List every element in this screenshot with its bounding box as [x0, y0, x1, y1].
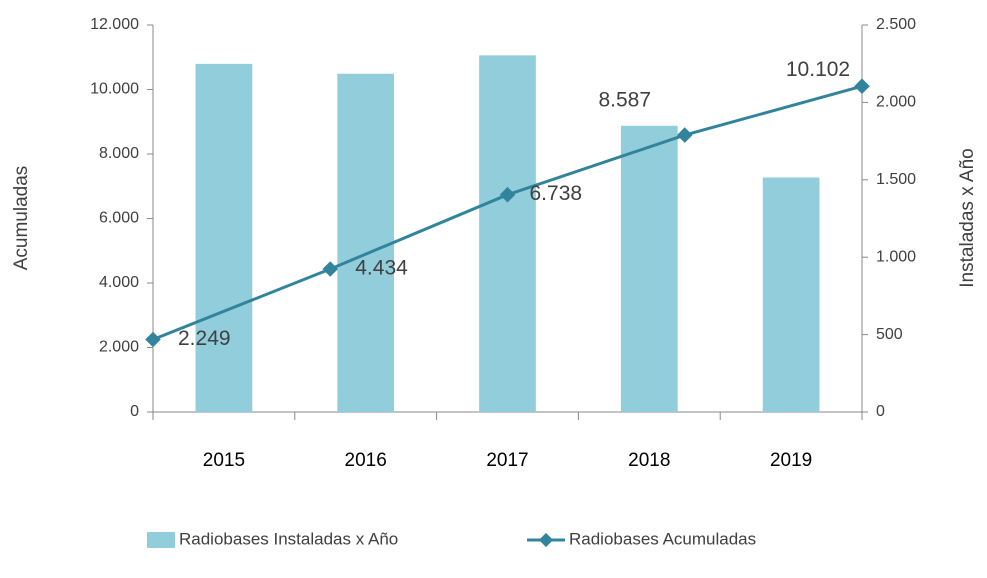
marker [145, 331, 161, 348]
x-tick-label: 2017 [486, 450, 528, 471]
y-tick-label: 0 [130, 403, 139, 420]
x-tick-label: 2015 [203, 450, 245, 471]
x-tick-label: 2016 [345, 450, 387, 471]
bar [479, 55, 536, 413]
legend-marker [538, 532, 554, 548]
y2-axis-title: Instaladas x Año [957, 148, 978, 287]
y2-tick-label: 500 [876, 326, 903, 343]
y2-tick-label: 1.500 [876, 171, 916, 188]
bar [762, 177, 820, 412]
y2-tick-label: 2.500 [876, 16, 916, 33]
legend-label: Radiobases Instaladas x Año [179, 529, 398, 548]
y2-tick-label: 1.000 [876, 248, 916, 265]
y2-tick-label: 0 [876, 403, 885, 420]
y-tick-label: 6.000 [99, 210, 139, 227]
marker [499, 186, 516, 203]
y2-tick-label: 2.000 [876, 94, 916, 111]
data-label: 8.587 [598, 89, 651, 112]
data-label: 10.102 [786, 58, 850, 81]
y-tick-label: 12.000 [90, 16, 139, 33]
y-axis-title: Acumuladas [11, 166, 32, 271]
legend-swatch [147, 532, 175, 548]
y-tick-label: 10.000 [90, 81, 139, 98]
marker [854, 78, 870, 94]
marker [322, 261, 339, 277]
bar [620, 125, 678, 412]
y-tick-label: 4.000 [99, 274, 139, 291]
x-tick-label: 2019 [770, 450, 812, 471]
marker [676, 127, 693, 143]
x-tick-label: 2018 [628, 450, 670, 471]
data-label: 4.434 [355, 257, 408, 280]
data-label: 6.738 [530, 182, 583, 205]
y-tick-label: 8.000 [99, 145, 139, 162]
legend-label: Radiobases Acumuladas [569, 529, 756, 548]
bar [337, 73, 395, 413]
data-label: 2.249 [178, 327, 231, 350]
bar [195, 63, 253, 413]
y-tick-label: 2.000 [99, 339, 139, 356]
